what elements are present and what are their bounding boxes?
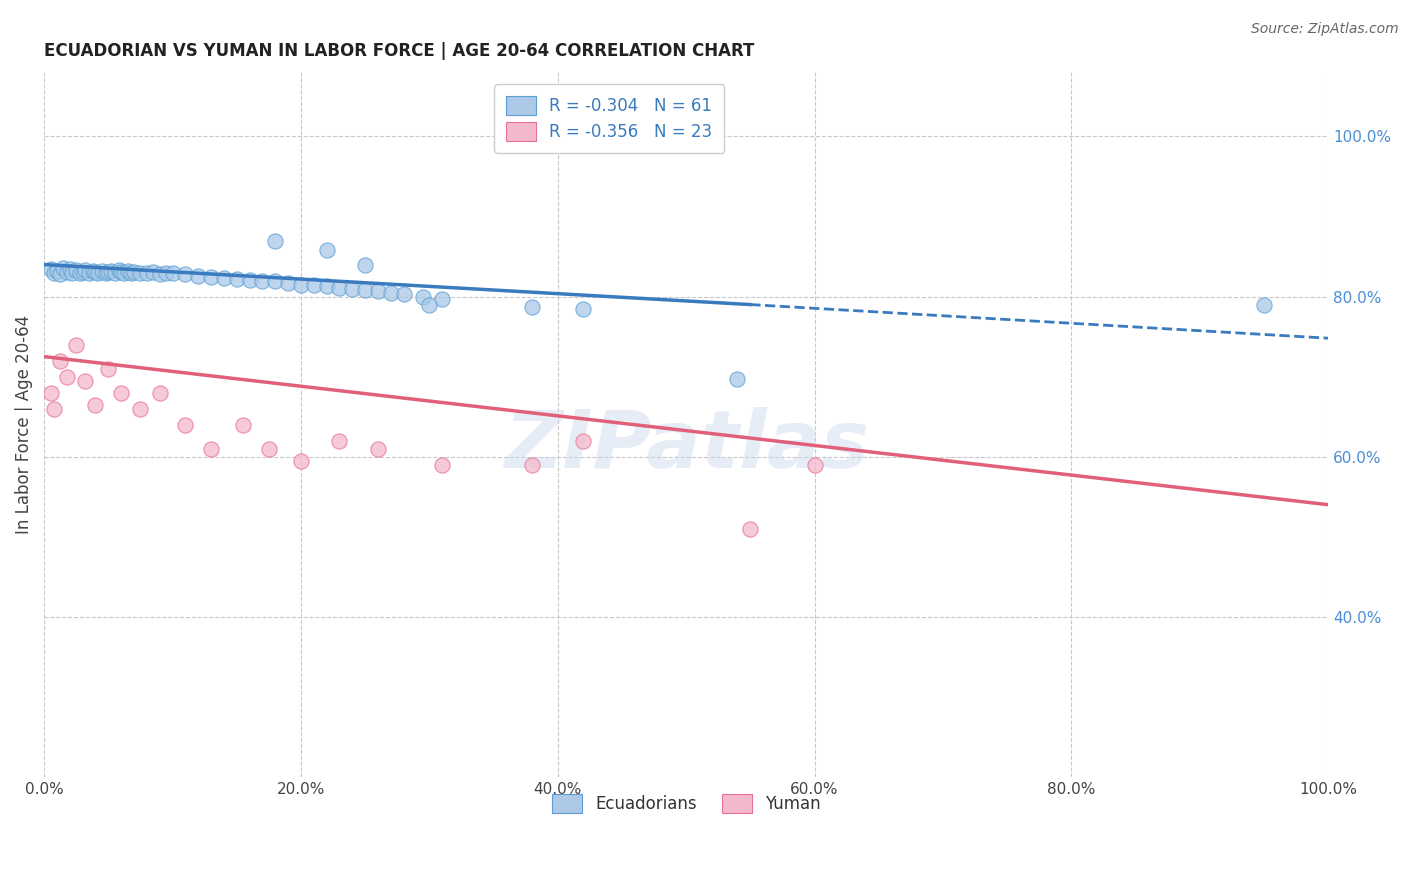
Point xyxy=(82,264,104,278)
Legend: Ecuadorians, Yuman: Ecuadorians, Yuman xyxy=(540,782,832,825)
Point xyxy=(257,442,280,456)
Point xyxy=(129,266,152,280)
Point xyxy=(59,262,82,277)
Point xyxy=(97,265,120,279)
Point xyxy=(110,265,132,279)
Point xyxy=(75,263,97,277)
Point xyxy=(112,266,135,280)
Point xyxy=(56,369,79,384)
Point xyxy=(277,276,299,290)
Point xyxy=(104,266,127,280)
Point xyxy=(174,417,197,432)
Point xyxy=(290,453,312,467)
Point xyxy=(65,337,87,351)
Point xyxy=(60,266,83,280)
Point xyxy=(238,273,260,287)
Point xyxy=(412,289,434,303)
Point xyxy=(1253,297,1275,311)
Point xyxy=(740,522,762,536)
Point xyxy=(149,267,172,281)
Point xyxy=(328,434,350,448)
Point xyxy=(100,264,122,278)
Point xyxy=(107,263,129,277)
Point xyxy=(187,268,209,283)
Point xyxy=(87,266,110,280)
Point xyxy=(232,417,254,432)
Point xyxy=(44,401,66,416)
Point xyxy=(174,267,197,281)
Point xyxy=(135,266,157,280)
Point xyxy=(315,243,337,257)
Text: ECUADORIAN VS YUMAN IN LABOR FORCE | AGE 20-64 CORRELATION CHART: ECUADORIAN VS YUMAN IN LABOR FORCE | AGE… xyxy=(44,42,755,60)
Point xyxy=(90,264,112,278)
Point xyxy=(380,285,402,300)
Point xyxy=(65,263,87,277)
Point xyxy=(290,277,312,292)
Point xyxy=(117,264,139,278)
Point xyxy=(46,264,69,278)
Point xyxy=(94,266,117,280)
Point xyxy=(122,265,145,279)
Point xyxy=(44,266,66,280)
Point xyxy=(75,374,97,388)
Point xyxy=(52,260,75,275)
Point xyxy=(572,302,595,317)
Point xyxy=(84,398,107,412)
Point xyxy=(39,261,62,276)
Point xyxy=(418,297,440,311)
Point xyxy=(727,372,749,386)
Point xyxy=(69,266,91,280)
Point xyxy=(212,271,235,285)
Point xyxy=(110,385,132,400)
Text: Source: ZipAtlas.com: Source: ZipAtlas.com xyxy=(1251,22,1399,37)
Point xyxy=(392,287,415,301)
Y-axis label: In Labor Force | Age 20-64: In Labor Force | Age 20-64 xyxy=(15,315,32,534)
Point xyxy=(97,361,120,376)
Point xyxy=(315,279,337,293)
Point xyxy=(225,272,247,286)
Point xyxy=(430,458,453,472)
Point xyxy=(342,281,364,295)
Point xyxy=(142,265,165,279)
Point xyxy=(200,269,222,284)
Point xyxy=(572,434,595,448)
Text: ZIPatlas: ZIPatlas xyxy=(503,407,869,484)
Point xyxy=(520,458,543,472)
Point xyxy=(367,442,389,456)
Point xyxy=(155,266,177,280)
Point xyxy=(72,265,94,279)
Point xyxy=(39,385,62,400)
Point xyxy=(200,442,222,456)
Point xyxy=(162,266,184,280)
Point xyxy=(149,385,172,400)
Point xyxy=(520,300,543,314)
Point xyxy=(252,274,274,288)
Point xyxy=(77,266,100,280)
Point xyxy=(48,267,70,281)
Point xyxy=(302,278,325,293)
Point xyxy=(129,401,152,416)
Point xyxy=(48,353,70,368)
Point xyxy=(84,265,107,279)
Point xyxy=(367,284,389,298)
Point xyxy=(354,283,377,297)
Point xyxy=(120,266,142,280)
Point xyxy=(56,265,79,279)
Point xyxy=(264,274,287,288)
Point xyxy=(803,458,825,472)
Point xyxy=(264,234,287,248)
Point xyxy=(328,281,350,295)
Point xyxy=(354,258,377,272)
Point xyxy=(430,292,453,306)
